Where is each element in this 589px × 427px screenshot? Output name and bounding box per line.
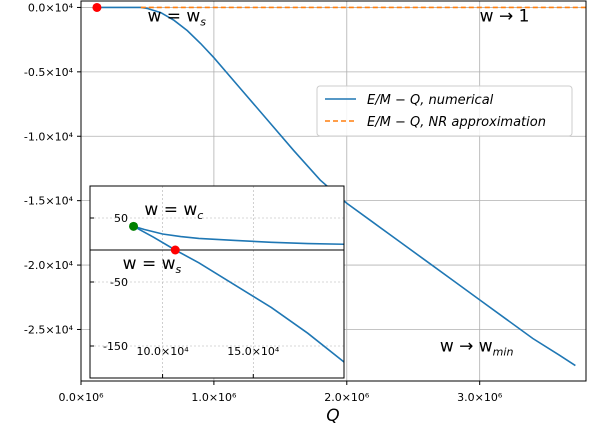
inset-annotation-label: w = ws	[123, 254, 182, 276]
y-tick-label: -2.5×10⁴	[24, 323, 74, 336]
inset-series	[129, 221, 345, 363]
inset-y-tick-label: -150	[103, 340, 128, 353]
y-tick-label: -0.5×10⁴	[24, 66, 74, 79]
y-tick-label: 0.0×10⁴	[28, 1, 74, 14]
x-tick-label: 1.0×10⁶	[191, 391, 237, 404]
marker-point	[92, 2, 102, 12]
inset-x-tick-label: 10.0×10⁴	[137, 345, 190, 358]
x-tick-label: 0.0×10⁶	[58, 391, 104, 404]
inset-annotations: w = wc w = ws	[123, 200, 204, 276]
legend-label-numerical: E/M − Q, numerical	[367, 93, 494, 108]
inset-y-tick-label: 50	[114, 212, 128, 225]
x-tick-label: 3.0×10⁶	[457, 391, 503, 404]
main-series	[92, 2, 586, 367]
inset-upper-branch	[133, 225, 345, 246]
legend: E/M − Q, numerical E/M − Q, NR approxima…	[316, 85, 573, 137]
inset-annotation-label: w = wc	[144, 200, 203, 222]
inset-grid	[90, 186, 344, 378]
y-tick-label: -2.0×10⁴	[24, 259, 74, 272]
inset-ticks: 10.0×10⁴ 15.0×10⁴ 50 -50 -150	[90, 212, 280, 378]
legend-box	[316, 85, 573, 137]
inset-marker-point	[129, 221, 139, 231]
inset-background	[90, 186, 344, 378]
inset-y-tick-label: -50	[110, 276, 128, 289]
annotation-label: w → 1	[480, 7, 530, 27]
main-axes-frame	[80, 0, 587, 382]
inset-marker-point	[170, 245, 180, 255]
x-tick-label: 2.0×10⁶	[324, 391, 370, 404]
annotation-label: w = ws	[147, 7, 206, 29]
x-axis-label: Q	[326, 406, 339, 426]
y-tick-label: -1.5×10⁴	[24, 195, 74, 208]
inset-x-tick-label: 15.0×10⁴	[227, 345, 280, 358]
inset-lower-branch	[133, 225, 345, 363]
main-ticks: 0.0×10⁶ 1.0×10⁶ 2.0×10⁶ 3.0×10⁶ 0.0×10⁴ -0.5×…	[24, 1, 503, 404]
legend-label-nr: E/M − Q, NR approximation	[367, 115, 546, 130]
main-annotations: w = ws w → 1w → wmin	[147, 7, 529, 359]
y-tick-label: -1.0×10⁴	[24, 130, 74, 143]
